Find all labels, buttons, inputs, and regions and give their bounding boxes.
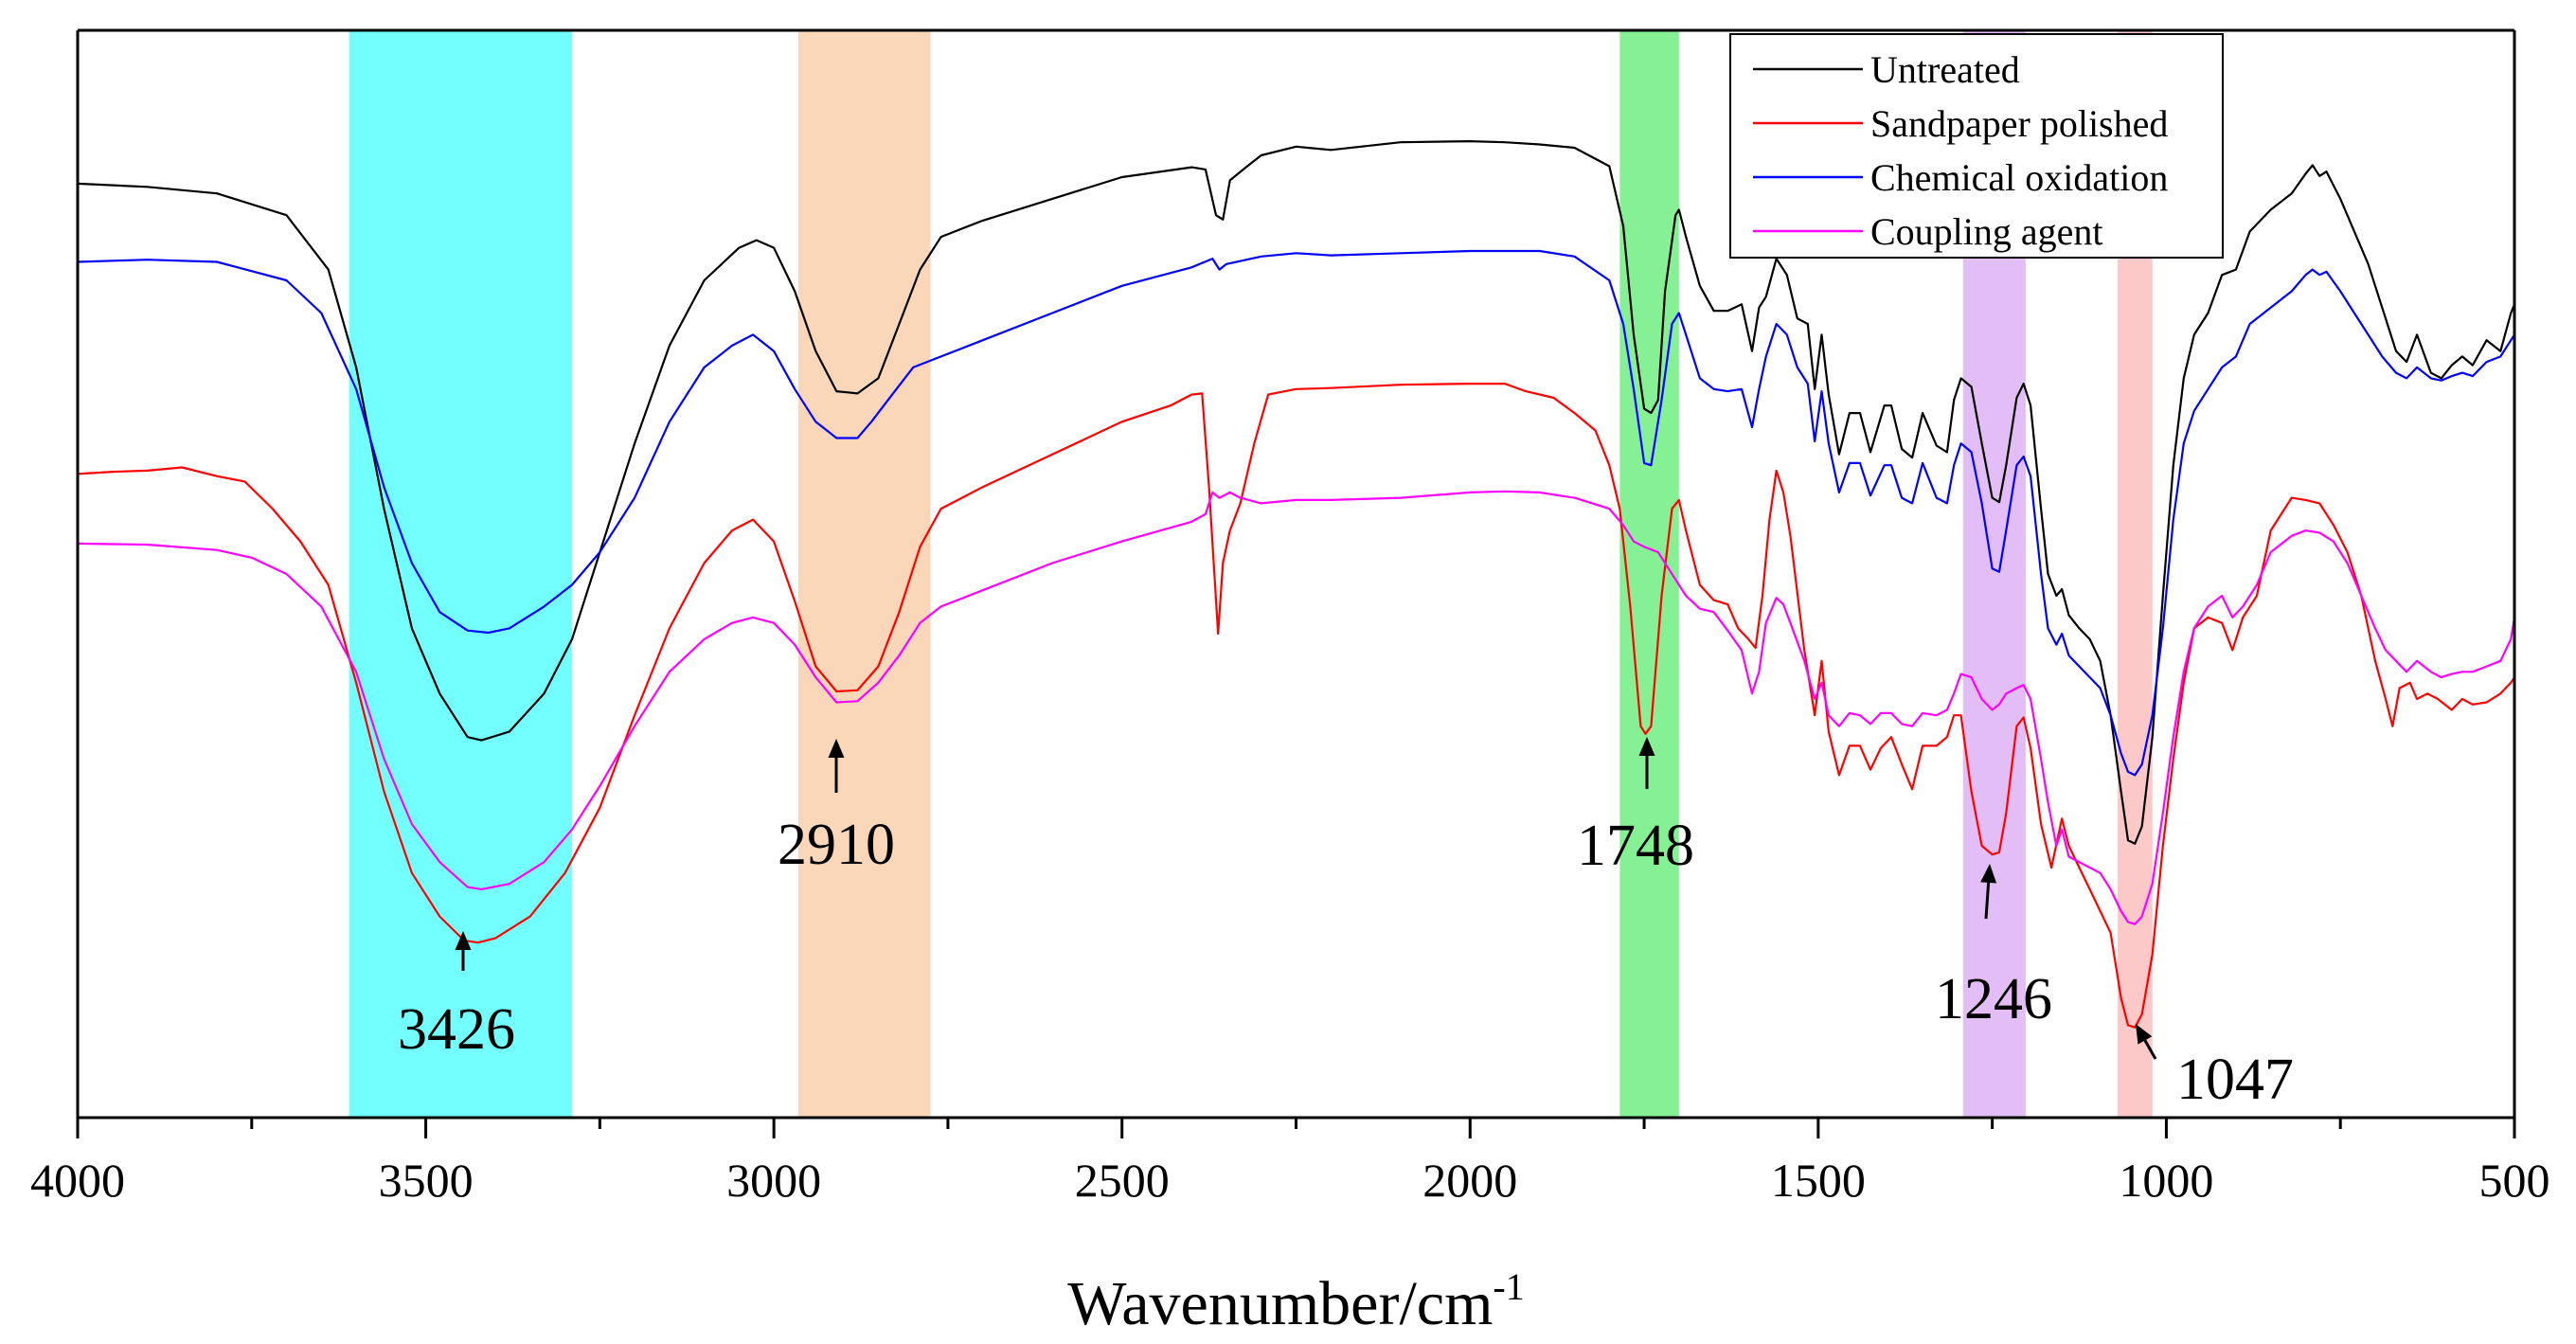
- x-tick-label-500: 500: [2479, 1154, 2550, 1207]
- annotation-3426: 3426: [398, 931, 515, 1062]
- annotation-1047: 1047: [2136, 1024, 2294, 1112]
- x-tick-label-4000: 4000: [30, 1154, 125, 1207]
- x-tick-label-3500: 3500: [379, 1154, 474, 1207]
- legend-label-coupling-agent: Coupling agent: [1870, 210, 2103, 253]
- annotation-arrow-head-1246: [1980, 864, 1997, 884]
- legend-label-untreated: Untreated: [1870, 48, 2020, 91]
- x-axis-ticks: 4000 3500 3000 2500 2000 1500 1000 500: [30, 1118, 2550, 1207]
- x-axis-title-superscript: -1: [1493, 1265, 1524, 1308]
- annotation-1246: 1246: [1935, 864, 2052, 1031]
- band-c-h-band: [797, 30, 931, 1118]
- band-o-h-band: [349, 30, 572, 1118]
- legend-box: [1729, 33, 2224, 259]
- annotation-arrow-head-2910: [828, 739, 845, 758]
- x-tick-label-2500: 2500: [1075, 1154, 1170, 1207]
- legend-label-sandpaper-polished: Sandpaper polished: [1870, 102, 2168, 145]
- x-tick-label-1000: 1000: [2119, 1154, 2213, 1207]
- annotation-label-1748: 1748: [1577, 814, 1694, 878]
- annotation-label-1047: 1047: [2176, 1048, 2294, 1112]
- band-c-o-band: [1619, 30, 1679, 1118]
- x-tick-label-2000: 2000: [1422, 1154, 1517, 1207]
- annotation-arrow-shaft-1246: [1984, 882, 1991, 920]
- annotation-arrow-head-1047: [2136, 1024, 2153, 1045]
- x-axis-title: Wavenumber/cm-1: [1067, 1265, 1525, 1338]
- annotation-arrow-shaft-1047: [2143, 1039, 2157, 1060]
- annotation-1748: 1748: [1577, 737, 1694, 878]
- series-lines: [77, 140, 2516, 1029]
- annotation-label-2910: 2910: [778, 813, 895, 877]
- series-line-coupling-agent: [77, 490, 2516, 925]
- peak-annotations: 3426 2910 1748 1246 1047: [398, 737, 2294, 1112]
- legend: Untreated Sandpaper polished Chemical oxid…: [1729, 33, 2224, 259]
- annotation-arrow-head-1748: [1638, 737, 1655, 756]
- x-tick-label-3000: 3000: [726, 1154, 821, 1207]
- x-axis-title-main: Wavenumber/cm: [1067, 1269, 1493, 1338]
- annotation-label-3426: 3426: [398, 997, 515, 1062]
- annotation-arrow-head-3426: [455, 931, 472, 950]
- series-line-sandpaper-polished: [77, 383, 2515, 1029]
- series-line-untreated: [77, 140, 2516, 845]
- annotation-2910: 2910: [778, 739, 895, 877]
- legend-label-chemical-oxidation: Chemical oxidation: [1870, 156, 2168, 199]
- series-line-chemical-oxidation: [77, 249, 2515, 777]
- annotation-label-1246: 1246: [1935, 967, 2052, 1031]
- x-tick-label-1500: 1500: [1771, 1154, 1866, 1207]
